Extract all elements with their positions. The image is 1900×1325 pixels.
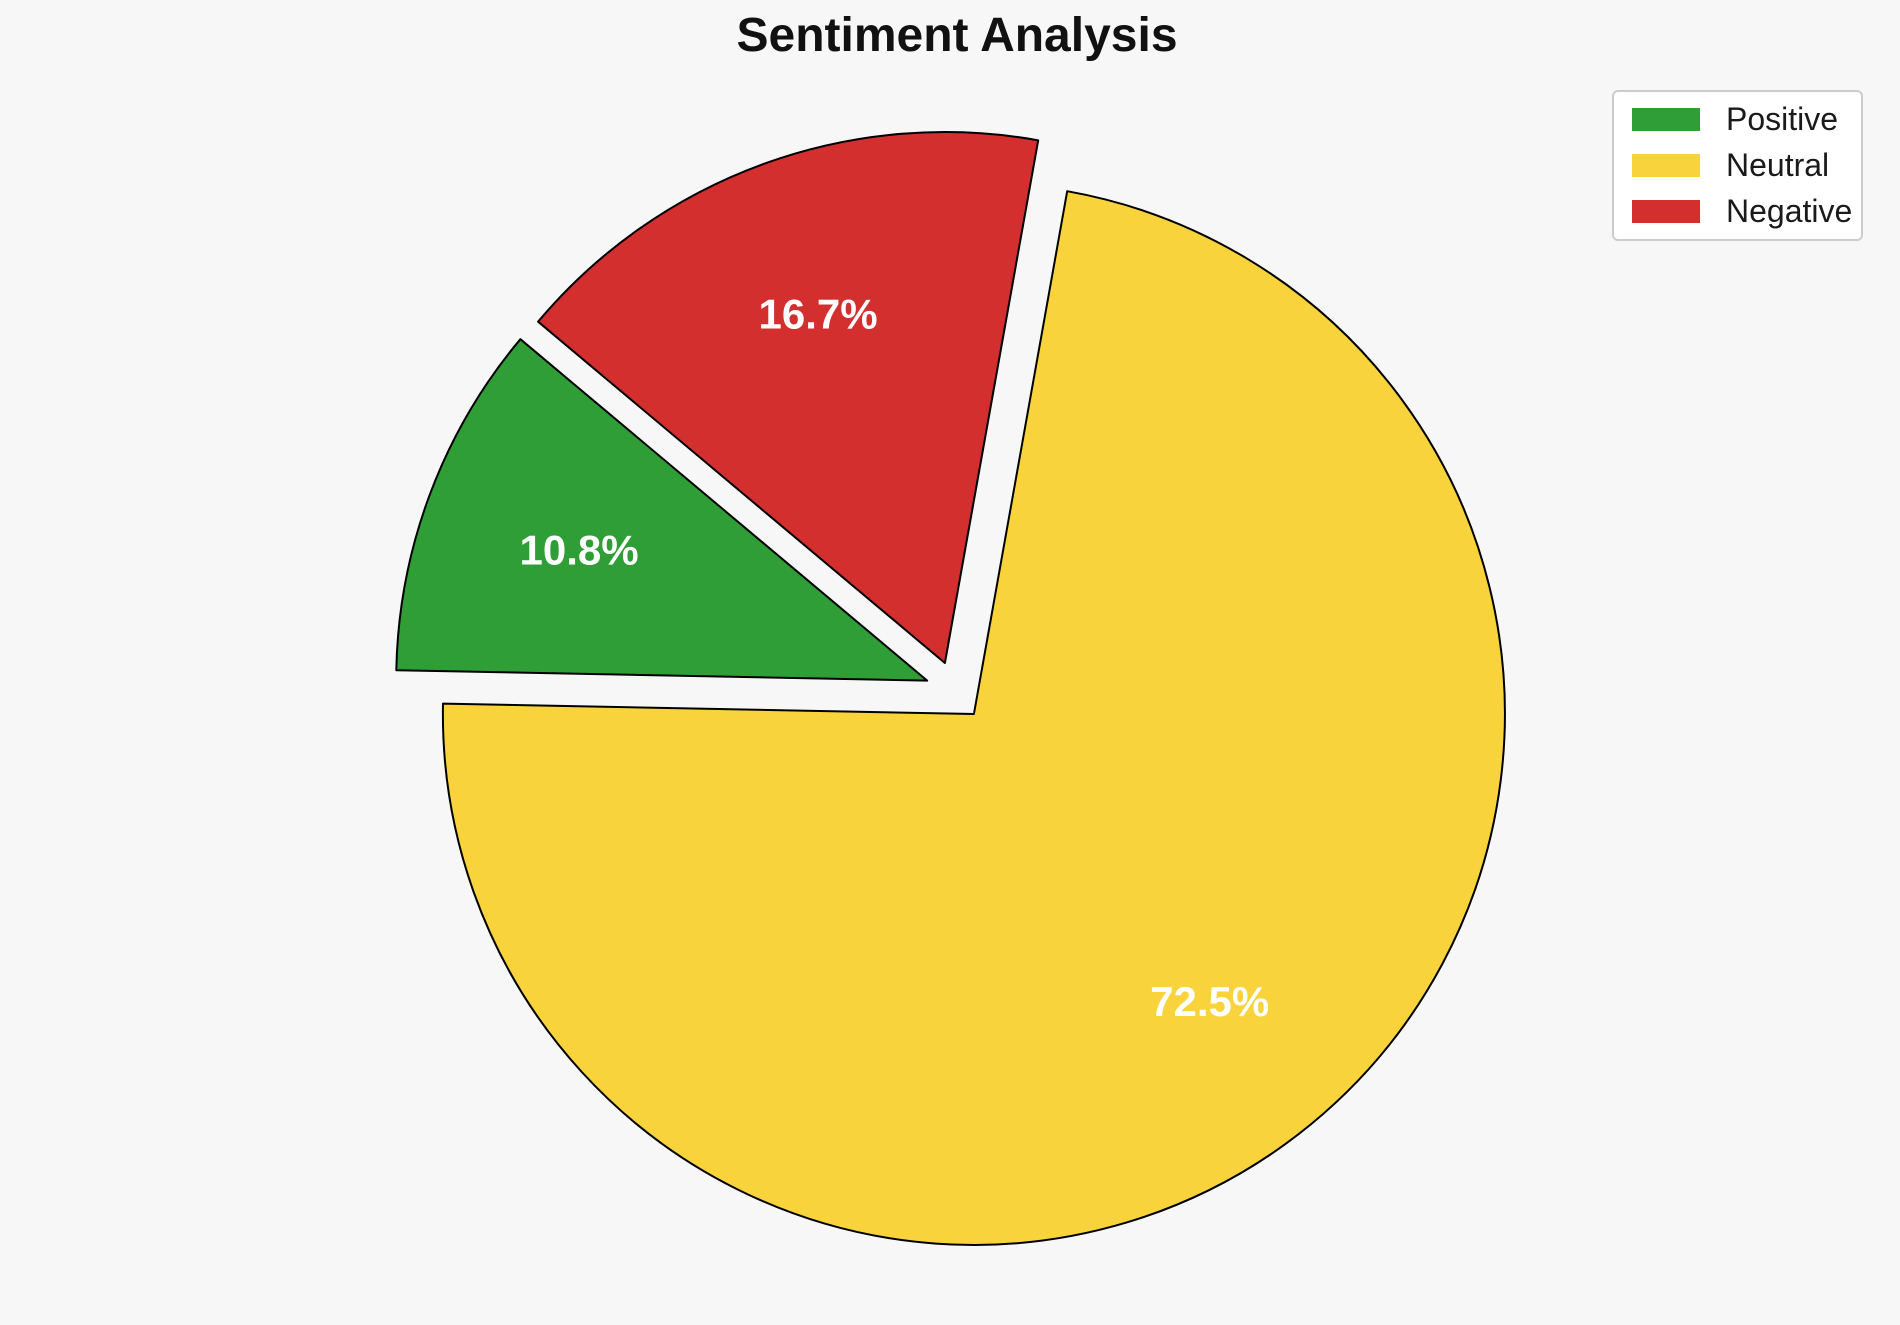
pie-slice-neutral	[441, 190, 1506, 1246]
chart-title: Sentiment Analysis	[736, 9, 1178, 62]
legend-label-neutral: Neutral	[1726, 147, 1830, 183]
legend-swatch-neutral	[1632, 154, 1700, 177]
legend-item-positive: Positive	[1632, 97, 1843, 143]
pct-label-positive: 10.8%	[520, 527, 639, 574]
pct-label-neutral: 72.5%	[1150, 978, 1269, 1025]
legend-swatch-negative	[1632, 199, 1700, 223]
legend: Positive Neutral Negative	[1612, 90, 1863, 241]
legend-label-positive: Positive	[1726, 101, 1839, 138]
legend-swatch-positive	[1632, 108, 1700, 132]
pct-label-negative: 16.7%	[759, 290, 878, 337]
pie-slice-negative	[537, 131, 1040, 664]
legend-item-neutral: Neutral	[1632, 143, 1843, 189]
legend-label-negative: Negative	[1726, 192, 1853, 229]
pie-slice-positive	[395, 338, 929, 682]
legend-item-negative: Negative	[1632, 188, 1852, 234]
